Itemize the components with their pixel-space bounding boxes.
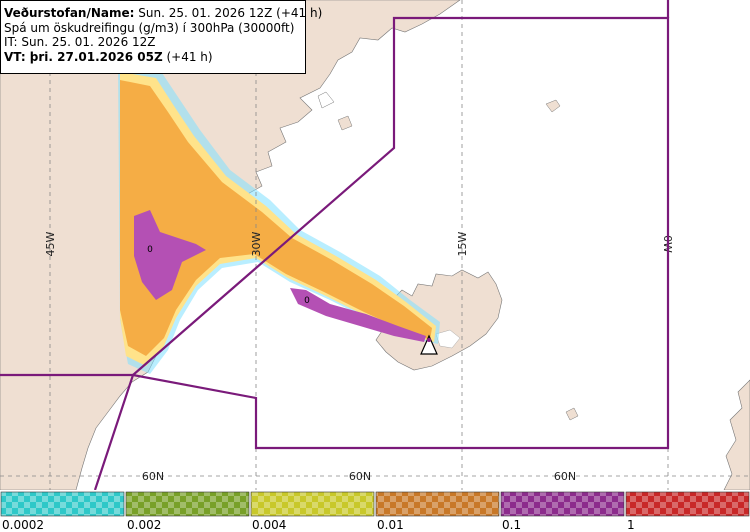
info-line-valid-time: VT: þri. 27.01.2026 05Z (+41 h) bbox=[4, 50, 305, 65]
ash-dispersion-map: 45W 30W 15W 0W 60N 60N 60N 0 0 bbox=[0, 0, 750, 490]
colorbar-svg: 0.0002 0.002 0.004 0.01 0.1 1 bbox=[0, 491, 750, 532]
plume-label-greenland: 0 bbox=[147, 245, 153, 255]
greenland-coast-island bbox=[337, 115, 353, 131]
lat-label-60n-a: 60N bbox=[142, 470, 164, 483]
plume-label-iceland: 0 bbox=[304, 296, 310, 306]
valid-time-offset: (+41 h) bbox=[162, 49, 213, 64]
colorbar-level-5: 1 bbox=[627, 518, 635, 532]
scandinavia-coast bbox=[723, 379, 750, 490]
ash-high-concentration-east bbox=[290, 288, 426, 342]
colorbar-swatch-1 bbox=[125, 491, 250, 517]
info-line-name: Veðurstofan/Name: Sun. 25. 01. 2026 12Z … bbox=[4, 6, 322, 21]
iceland-glacier bbox=[435, 329, 461, 349]
issuer-time: Sun. 25. 01. 2026 12Z (+41 h) bbox=[134, 6, 323, 20]
lon-label-15w: 15W bbox=[456, 231, 469, 256]
colorbar-level-0: 0.0002 bbox=[2, 518, 44, 532]
issuer-label: Veðurstofan/Name: bbox=[4, 6, 135, 20]
info-line-product: Spá um öskudreifingu (g/m3) í 300hPa (30… bbox=[4, 20, 295, 35]
info-line-issue-time: IT: Sun. 25. 01. 2026 12Z bbox=[4, 35, 156, 49]
colorbar-level-4: 0.1 bbox=[502, 518, 521, 532]
colorbar-swatch-0 bbox=[0, 491, 125, 517]
lon-label-30w: 30W bbox=[250, 231, 263, 256]
forecast-info-box: Veðurstofan/Name: Sun. 25. 01. 2026 12Z … bbox=[0, 0, 322, 74]
greenland-fjord bbox=[317, 91, 335, 109]
lon-label-45w: 45W bbox=[44, 231, 57, 256]
lat-label-60n-b: 60N bbox=[349, 470, 371, 483]
concentration-colorbar: 0.0002 0.002 0.004 0.01 0.1 1 bbox=[0, 490, 750, 532]
colorbar-swatch-2 bbox=[250, 491, 375, 517]
colorbar-level-1: 0.002 bbox=[127, 518, 161, 532]
colorbar-level-2: 0.004 bbox=[252, 518, 286, 532]
volcano-triangle-icon bbox=[420, 334, 438, 355]
ash-high-concentration-west bbox=[134, 210, 206, 300]
small-island-north bbox=[545, 99, 561, 113]
colorbar-level-3: 0.01 bbox=[377, 518, 404, 532]
valid-time-label: VT: þri. 27.01.2026 05Z bbox=[4, 49, 163, 64]
colorbar-swatch-4 bbox=[500, 491, 625, 517]
lat-label-60n-c: 60N bbox=[554, 470, 576, 483]
colorbar-swatch-3 bbox=[375, 491, 500, 517]
fir-boundaries bbox=[0, 0, 670, 490]
ash-low-concentration bbox=[120, 80, 432, 356]
faroe-islands bbox=[565, 407, 579, 421]
colorbar-swatch-5 bbox=[625, 491, 750, 517]
